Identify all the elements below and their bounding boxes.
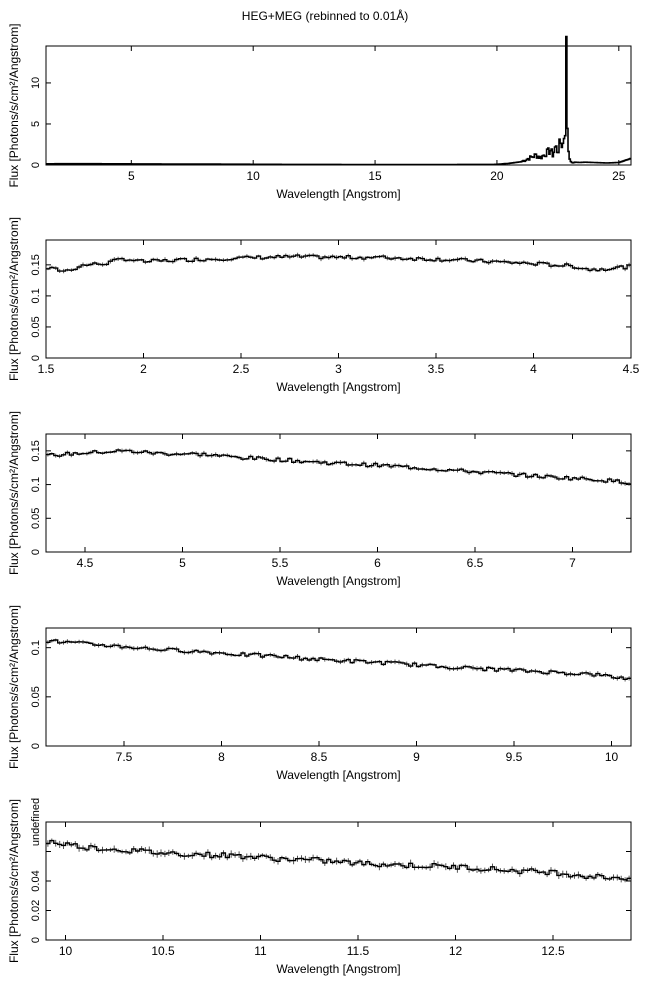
x-tick-label: 9 [413,750,420,764]
panel-4: 7.5 8 8.5 9 9.5 10 0 0.05 0.1 Wavelength [Angstro… [7,605,632,782]
x-tick-label: 7.5 [116,750,133,764]
series-line [46,839,631,881]
y-tick-label: 0.05 [30,686,42,707]
y-axis-label: Flux [Photons/s/cm²/Angstrom] [7,411,21,575]
x-tick-label: 2.5 [233,362,250,376]
x-axis-label: Wavelength [Angstrom] [276,962,400,976]
panel-2: 1.5 2 2.5 3 3.5 4 4.5 0 0.05 0.1 0.15 Wavelength [A… [7,217,640,394]
y-tick-label: undefined [30,798,42,846]
y-tick-label: 0.15 [30,254,42,275]
panel-5: 10 10.5 11 11.5 12 12.5 0 0.02 0.04 undefined Wave… [7,798,632,976]
y-tick-label: 0 [30,937,42,943]
y-tick-label: 0.1 [30,477,42,492]
x-axis-label: Wavelength [Angstrom] [276,187,400,201]
series-line [46,449,631,485]
y-tick-label: 0.04 [30,870,42,891]
x-tick-label: 10.5 [151,944,175,958]
y-tick-label: 0.15 [30,440,42,461]
x-tick-label: 10 [605,750,619,764]
y-tick-label: 0.1 [30,640,42,655]
error-bars [47,448,630,486]
y-axis-label: Flux [Photons/s/cm²/Angstrom] [7,605,21,769]
x-tick-label: 3 [335,362,342,376]
plot-frame [45,821,632,941]
x-tick-label: 8.5 [311,750,328,764]
y-axis-label: Flux [Photons/s/cm²/Angstrom] [7,23,21,187]
x-tick-label: 10 [247,169,261,183]
x-tick-label: 25 [612,169,626,183]
x-axis-label: Wavelength [Angstrom] [276,380,400,394]
x-tick-label: 12 [449,944,463,958]
x-tick-label: 8 [218,750,225,764]
plot-frame [45,433,632,553]
x-tick-label: 20 [490,169,504,183]
x-tick-label: 5 [179,556,186,570]
x-tick-label: 4.5 [77,556,94,570]
y-tick-label: 0 [30,743,42,749]
x-tick-label: 11 [254,944,267,958]
x-tick-label: 4.5 [623,362,640,376]
x-tick-label: 2 [140,362,147,376]
x-tick-label: 1.5 [38,362,55,376]
x-tick-label: 5 [128,169,135,183]
y-tick-label: 0.1 [30,288,42,303]
error-bars [47,638,630,682]
x-tick-label: 11.5 [347,944,370,958]
x-tick-label: 7 [569,556,576,570]
x-tick-label: 3.5 [428,362,445,376]
y-tick-label: 0.05 [30,316,42,337]
x-tick-label: 15 [368,169,382,183]
series-line [46,35,631,166]
x-tick-label: 6.5 [467,556,484,570]
panel-3: 4.5 5 5.5 6 6.5 7 0 0.05 0.1 0.15 Wavelength [Angs… [7,411,632,588]
y-axis-label: Flux [Photons/s/cm²/Angstrom] [7,799,21,963]
panel-1: 5 10 15 20 25 0 5 10 Wavelength [Angstrom] Flux [… [7,23,632,201]
y-axis-label: Flux [Photons/s/cm²/Angstrom] [7,217,21,381]
y-tick-label: 0 [30,162,42,168]
y-tick-label: 0 [30,355,42,361]
x-axis-label: Wavelength [Angstrom] [276,574,400,588]
x-tick-label: 4 [530,362,537,376]
x-tick-label: 9.5 [506,750,523,764]
chart-title: HEG+MEG (rebinned to 0.01Å) [241,9,409,23]
y-tick-label: 0 [30,549,42,555]
x-tick-label: 6 [374,556,381,570]
x-tick-label: 10 [59,944,73,958]
y-tick-label: 0.02 [30,900,42,921]
series-line [46,254,631,272]
x-tick-label: 5.5 [272,556,289,570]
series-line [46,639,631,680]
plot-frame [45,627,632,747]
plot-frame [45,45,632,166]
x-tick-label: 12.5 [541,944,565,958]
y-tick-label: 10 [30,77,42,89]
y-tick-label: 5 [30,121,42,127]
y-tick-label: 0.05 [30,508,42,529]
x-axis-label: Wavelength [Angstrom] [276,768,400,782]
